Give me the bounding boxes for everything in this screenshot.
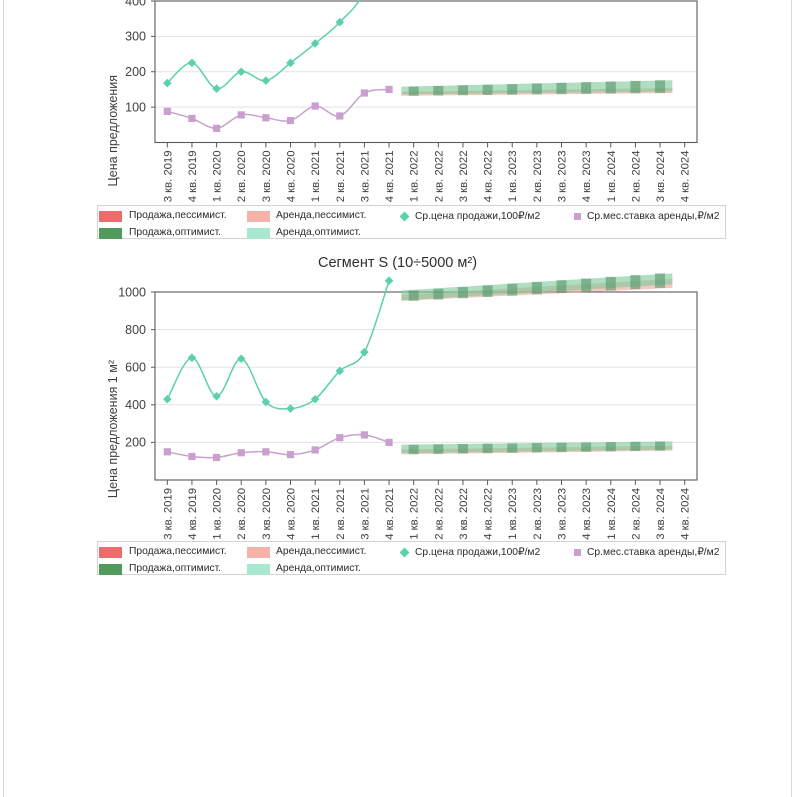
svg-text:200: 200: [125, 436, 146, 450]
svg-text:4 кв. 2022: 4 кв. 2022: [483, 488, 495, 540]
svg-text:1 кв. 2024: 1 кв. 2024: [606, 488, 618, 540]
svg-text:4 кв. 2020: 4 кв. 2020: [286, 488, 298, 540]
svg-text:3 кв. 2022: 3 кв. 2022: [458, 488, 470, 540]
svg-text:3 кв. 2021: 3 кв. 2021: [359, 488, 371, 540]
svg-text:1 кв. 2021: 1 кв. 2021: [310, 488, 322, 540]
svg-text:2 кв. 2024: 2 кв. 2024: [630, 488, 642, 540]
svg-text:2 кв. 2023: 2 кв. 2023: [532, 488, 544, 540]
svg-text:2 кв. 2021: 2 кв. 2021: [335, 488, 347, 540]
svg-text:1 кв. 2022: 1 кв. 2022: [409, 488, 421, 540]
svg-text:1 кв. 2020: 1 кв. 2020: [212, 488, 224, 540]
svg-text:4 кв. 2019: 4 кв. 2019: [187, 488, 199, 540]
svg-text:4 кв. 2023: 4 кв. 2023: [581, 488, 593, 540]
svg-text:3 кв. 2019: 3 кв. 2019: [162, 488, 174, 540]
svg-text:800: 800: [125, 323, 146, 337]
svg-text:2 кв. 2020: 2 кв. 2020: [236, 488, 248, 540]
svg-text:3 кв. 2023: 3 кв. 2023: [557, 488, 569, 540]
svg-text:3 кв. 2020: 3 кв. 2020: [261, 488, 273, 540]
svg-text:1000: 1000: [118, 285, 146, 299]
svg-text:400: 400: [125, 398, 146, 412]
svg-text:4 кв. 2021: 4 кв. 2021: [384, 488, 396, 540]
svg-text:1 кв. 2023: 1 кв. 2023: [507, 488, 519, 540]
svg-text:4 кв. 2024: 4 кв. 2024: [680, 488, 692, 540]
svg-text:2 кв. 2022: 2 кв. 2022: [433, 488, 445, 540]
svg-text:600: 600: [125, 361, 146, 375]
svg-text:3 кв. 2024: 3 кв. 2024: [655, 488, 667, 540]
